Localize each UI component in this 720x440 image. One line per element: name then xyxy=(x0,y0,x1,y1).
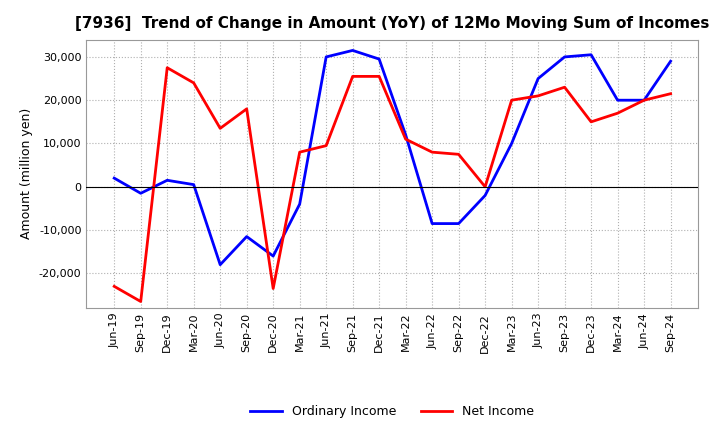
Net Income xyxy=(401,136,410,142)
Net Income xyxy=(110,284,119,289)
Ordinary Income xyxy=(375,56,384,62)
Title: [7936]  Trend of Change in Amount (YoY) of 12Mo Moving Sum of Incomes: [7936] Trend of Change in Amount (YoY) o… xyxy=(75,16,710,32)
Ordinary Income xyxy=(587,52,595,57)
Y-axis label: Amount (million yen): Amount (million yen) xyxy=(20,108,33,239)
Net Income xyxy=(295,150,304,155)
Ordinary Income xyxy=(136,191,145,196)
Net Income xyxy=(428,150,436,155)
Net Income xyxy=(348,74,357,79)
Net Income xyxy=(269,286,277,291)
Net Income xyxy=(322,143,330,148)
Legend: Ordinary Income, Net Income: Ordinary Income, Net Income xyxy=(246,400,539,423)
Ordinary Income xyxy=(401,132,410,137)
Line: Ordinary Income: Ordinary Income xyxy=(114,51,670,265)
Net Income xyxy=(560,84,569,90)
Ordinary Income xyxy=(481,193,490,198)
Ordinary Income xyxy=(295,202,304,207)
Net Income xyxy=(613,110,622,116)
Net Income xyxy=(216,126,225,131)
Ordinary Income xyxy=(613,98,622,103)
Ordinary Income xyxy=(640,98,649,103)
Net Income xyxy=(481,184,490,190)
Net Income xyxy=(640,98,649,103)
Ordinary Income xyxy=(534,76,542,81)
Ordinary Income xyxy=(454,221,463,226)
Line: Net Income: Net Income xyxy=(114,68,670,301)
Net Income xyxy=(189,80,198,85)
Ordinary Income xyxy=(189,182,198,187)
Net Income xyxy=(508,98,516,103)
Ordinary Income xyxy=(269,253,277,259)
Ordinary Income xyxy=(348,48,357,53)
Net Income xyxy=(534,93,542,99)
Ordinary Income xyxy=(428,221,436,226)
Ordinary Income xyxy=(216,262,225,268)
Ordinary Income xyxy=(666,59,675,64)
Net Income xyxy=(163,65,171,70)
Ordinary Income xyxy=(243,234,251,239)
Ordinary Income xyxy=(508,141,516,146)
Ordinary Income xyxy=(322,54,330,59)
Net Income xyxy=(666,91,675,96)
Ordinary Income xyxy=(110,176,119,181)
Net Income xyxy=(243,106,251,111)
Ordinary Income xyxy=(163,178,171,183)
Net Income xyxy=(136,299,145,304)
Ordinary Income xyxy=(560,54,569,59)
Net Income xyxy=(375,74,384,79)
Net Income xyxy=(454,152,463,157)
Net Income xyxy=(587,119,595,125)
